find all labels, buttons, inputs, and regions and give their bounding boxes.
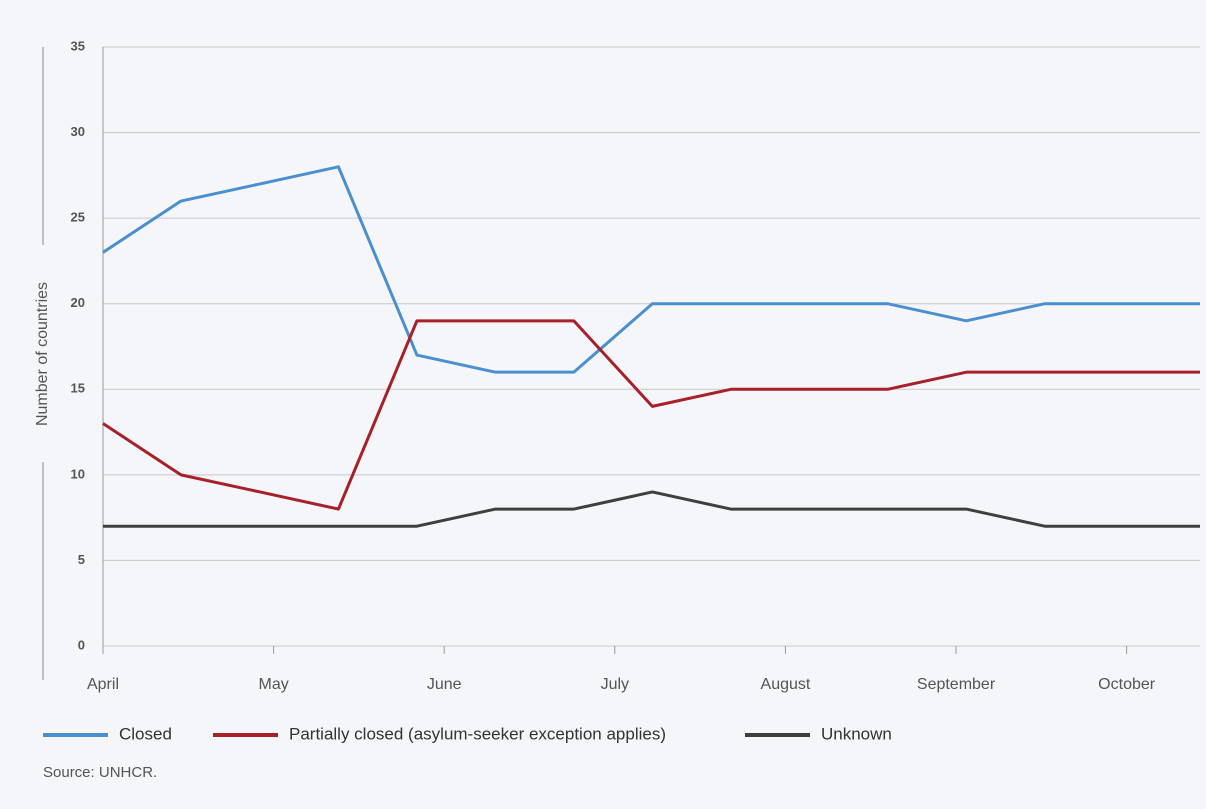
x-tick-label: April	[87, 676, 119, 693]
y-tick-label: 30	[71, 124, 85, 139]
source: Source: UNHCR.	[43, 764, 157, 781]
series-line	[102, 319, 1200, 511]
x-tick-label: June	[427, 676, 462, 693]
y-tick-label: 0	[78, 637, 85, 652]
y-tick-label: 20	[71, 295, 85, 310]
series-line	[103, 490, 1200, 528]
x-tick-label: September	[917, 676, 996, 693]
y-tick-label: 25	[71, 210, 85, 225]
x-tick-label: October	[1098, 676, 1156, 693]
legend-label: Closed	[119, 724, 172, 743]
y-tick-label: 15	[71, 381, 85, 396]
y-tick-label: 10	[71, 466, 85, 481]
series-line	[102, 165, 1200, 374]
x-tick-label: July	[601, 676, 629, 693]
x-tick-label: August	[761, 676, 811, 693]
legend-label: Partially closed (asylum-seeker exceptio…	[289, 724, 666, 743]
legend-label: Unknown	[821, 724, 892, 743]
y-tick-label: 35	[71, 38, 85, 53]
x-tick-label: May	[258, 676, 288, 693]
y-axis-label: Number of countries	[34, 282, 51, 426]
y-tick-label: 5	[78, 552, 85, 567]
